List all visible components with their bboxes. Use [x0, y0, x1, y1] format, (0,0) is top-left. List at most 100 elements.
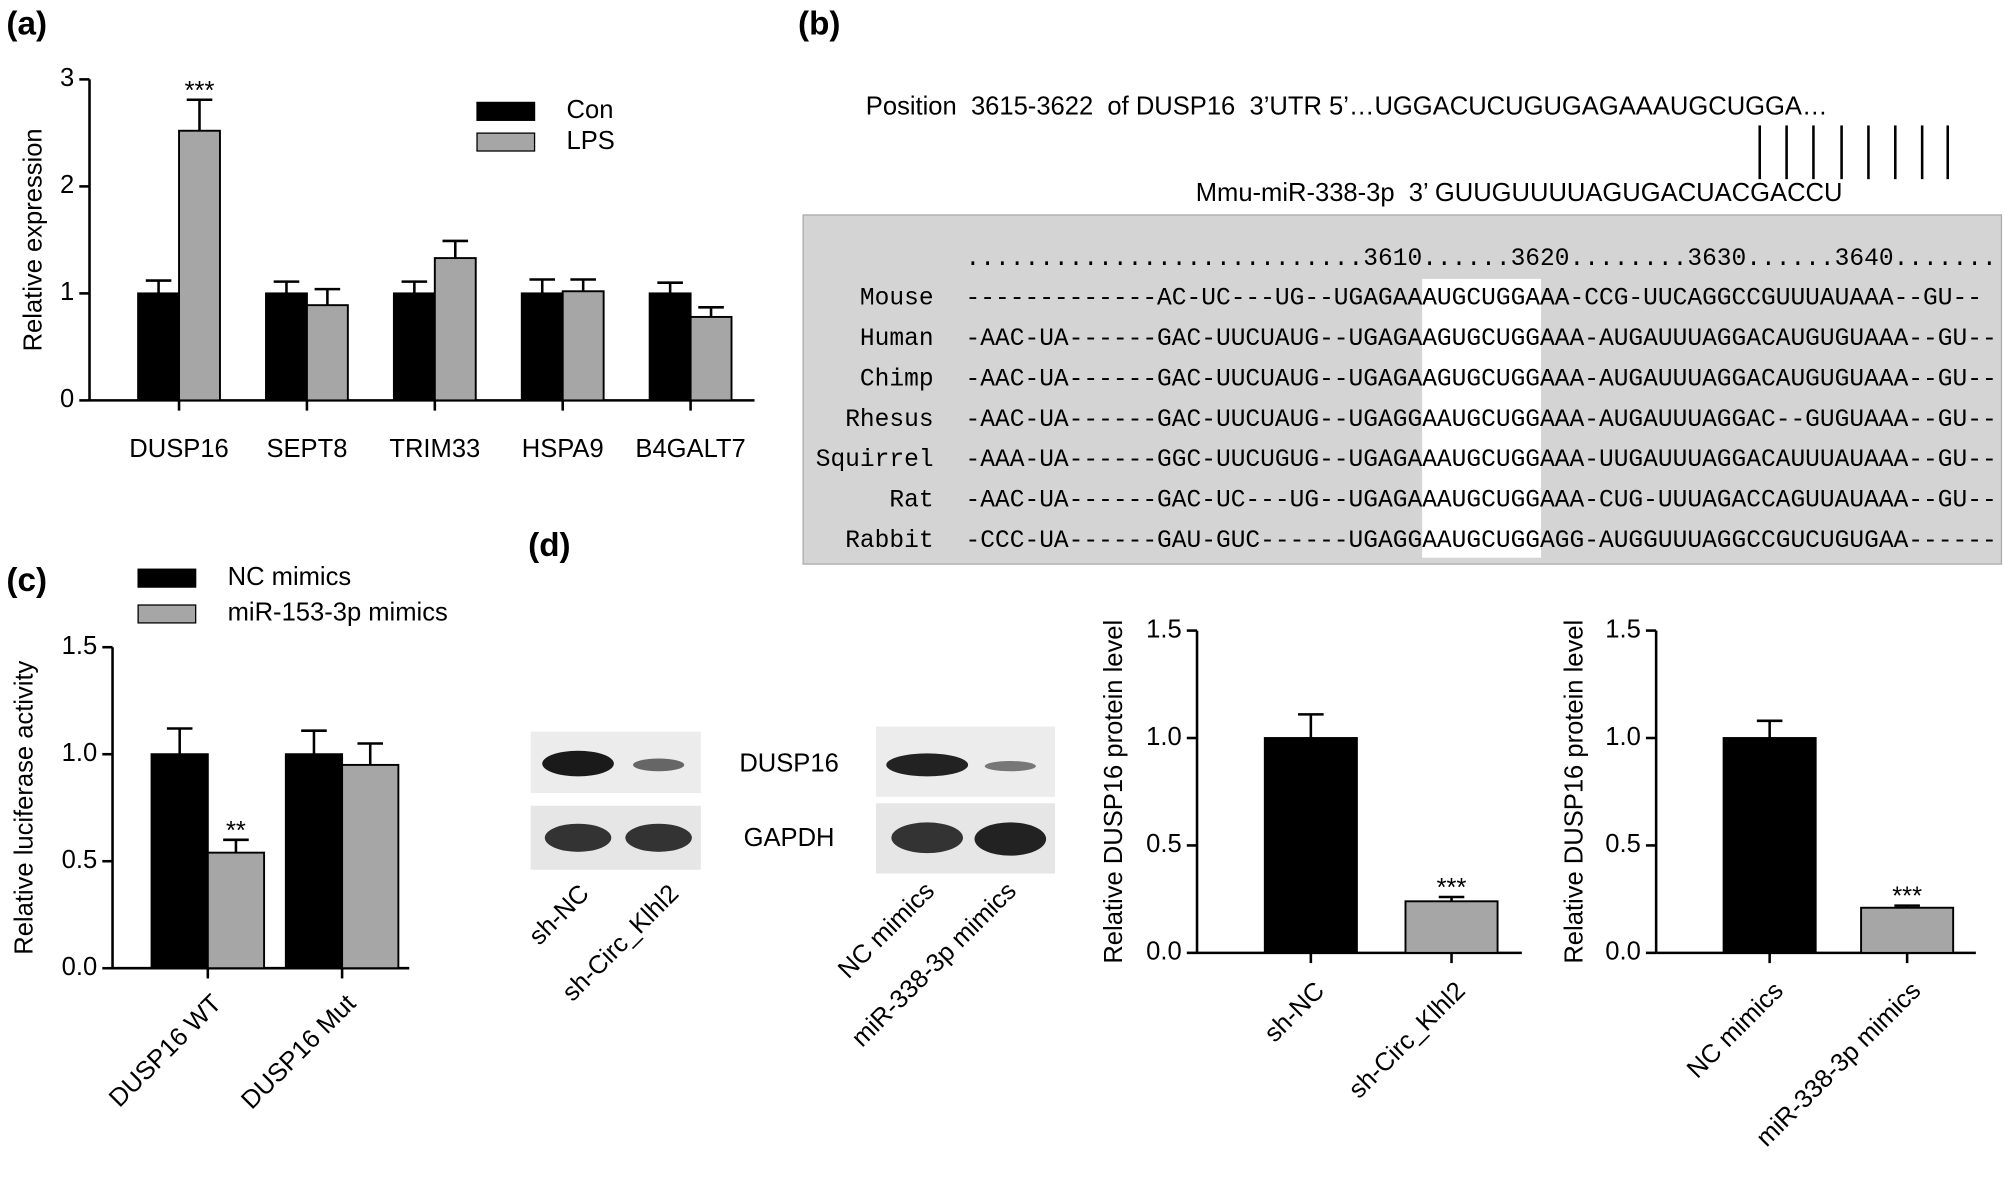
- bar: [520, 292, 564, 402]
- y-tick-label: 1.5: [1146, 615, 1182, 643]
- bar: [305, 304, 349, 402]
- y-tick-label: 2: [60, 171, 74, 199]
- mirna-sequence: Mmu-miR-338-3p 3’ GUUGUUUUAGUGACUACGACCU: [1196, 179, 1843, 207]
- lane-label: miR-338-3p mimics: [846, 877, 1021, 1052]
- aligned-sequence: -AAC-UA------GAC-UC---UG--UGAGAAAUGCUGGA…: [966, 488, 1997, 515]
- x-tick-label: sh-Circ_Klhl2: [1343, 977, 1470, 1104]
- blot-band: [891, 822, 963, 854]
- blot-band: [974, 822, 1047, 856]
- y-tick-label: 0.5: [1605, 830, 1641, 858]
- y-tick-label: 0.0: [1605, 938, 1641, 966]
- y-tick-label: 0.0: [62, 953, 98, 981]
- y-axis-label: Relative DUSP16 protein level: [1560, 620, 1588, 964]
- legend-swatch: [137, 604, 197, 624]
- protein-label: GAPDH: [744, 824, 835, 852]
- bar: [392, 292, 436, 402]
- blot-band: [984, 761, 1036, 772]
- y-tick-label: 3: [60, 64, 74, 92]
- significance-mark: **: [226, 817, 246, 845]
- y-tick-label: 0.5: [1146, 830, 1182, 858]
- blot-band: [886, 753, 969, 777]
- western-blot: [530, 726, 1056, 874]
- panel-label: (d): [528, 527, 570, 564]
- y-axis-label: Relative DUSP16 protein level: [1100, 620, 1128, 964]
- legend-swatch: [476, 101, 536, 121]
- x-tick-label: B4GALT7: [635, 435, 745, 463]
- y-tick-label: 0.0: [1146, 938, 1182, 966]
- x-tick-label: DUSP16: [129, 435, 228, 463]
- significance-mark: ***: [1437, 874, 1467, 902]
- alignment-box: [802, 214, 2003, 565]
- bar: [284, 753, 344, 970]
- protein-label: DUSP16: [739, 750, 838, 778]
- legend-label: LPS: [567, 127, 615, 155]
- aligned-sequence: -------------AC-UC---UG--UGAGAAAUGCUGGAA…: [966, 286, 1982, 313]
- significance-mark: ***: [185, 77, 215, 105]
- legend-swatch: [476, 132, 536, 152]
- species-label: Rat: [889, 488, 933, 515]
- species-label: Mouse: [860, 286, 934, 313]
- bar: [178, 129, 221, 402]
- pairing-lines: [1758, 125, 1950, 180]
- bar: [206, 851, 266, 970]
- species-label: Rhesus: [845, 407, 933, 434]
- bar: [648, 292, 692, 402]
- bar: [1263, 737, 1358, 954]
- blot-band: [542, 750, 614, 777]
- blot-band: [633, 758, 685, 772]
- x-tick-label: NC mimics: [1682, 977, 1789, 1084]
- aligned-sequence: -CCC-UA------GAU-GUC------UGAGGAAUGCUGGA…: [966, 528, 1997, 555]
- x-tick-label: TRIM33: [389, 435, 480, 463]
- blot-band: [625, 823, 692, 852]
- panel-label: (b): [798, 5, 840, 42]
- bar: [1722, 737, 1817, 954]
- panel-label: (a): [6, 5, 47, 42]
- alignment: ...........................3610......362…: [816, 246, 1997, 555]
- aligned-sequence: -AAC-UA------GAC-UUCUAUG--UGAGGAAUGCUGGA…: [966, 407, 1997, 434]
- species-label: Squirrel: [816, 447, 934, 474]
- bar: [689, 315, 733, 402]
- legend-label: Con: [567, 96, 614, 124]
- x-tick-label: SEPT8: [266, 435, 347, 463]
- y-tick-label: 1.5: [62, 632, 98, 660]
- x-tick-label: sh-NC: [1259, 977, 1330, 1048]
- species-label: Rabbit: [845, 528, 933, 555]
- y-tick-label: 1.0: [1146, 723, 1182, 751]
- bar: [433, 257, 477, 402]
- y-tick-label: 0: [60, 385, 74, 413]
- alignment-ruler: ...........................3610......362…: [966, 246, 1997, 273]
- bar: [561, 290, 605, 402]
- target-sequence: Position 3615-3622 of DUSP16 3’UTR 5’…UG…: [866, 92, 1828, 120]
- bar: [150, 753, 209, 970]
- y-axis-label: Relative luciferase activity: [10, 660, 38, 954]
- bar: [265, 292, 308, 402]
- blot-band: [544, 823, 612, 852]
- x-tick-label: DUSP16 WT: [104, 989, 228, 1113]
- aligned-sequence: -AAA-UA------GGC-UUCUGUG--UGAGAAAUGCUGGA…: [966, 447, 1997, 474]
- y-tick-label: 1.5: [1605, 615, 1641, 643]
- significance-mark: ***: [1892, 883, 1922, 911]
- x-tick-label: DUSP16 Mut: [236, 989, 361, 1114]
- bar: [137, 292, 181, 402]
- species-label: Chimp: [860, 366, 934, 393]
- bar: [341, 763, 400, 970]
- bar: [1404, 900, 1499, 954]
- species-label: Human: [860, 326, 934, 353]
- legend-label: miR-153-3p mimics: [228, 599, 448, 627]
- y-tick-label: 1.0: [1605, 723, 1641, 751]
- bar: [1860, 906, 1955, 954]
- y-tick-label: 1.0: [62, 739, 98, 767]
- y-axis-label: Relative expression: [19, 128, 47, 351]
- y-tick-label: 0.5: [62, 846, 98, 874]
- aligned-sequence: -AAC-UA------GAC-UUCUAUG--UGAGAAGUGCUGGA…: [966, 366, 1997, 393]
- panel-label: (c): [6, 562, 47, 599]
- lane-label: sh-NC: [524, 879, 595, 950]
- x-tick-label: HSPA9: [522, 435, 604, 463]
- legend-label: NC mimics: [228, 563, 352, 591]
- aligned-sequence: -AAC-UA------GAC-UUCUAUG--UGAGAAGUGCUGGA…: [966, 326, 1997, 353]
- seed-highlight: [1422, 278, 1542, 558]
- legend-swatch: [137, 568, 197, 588]
